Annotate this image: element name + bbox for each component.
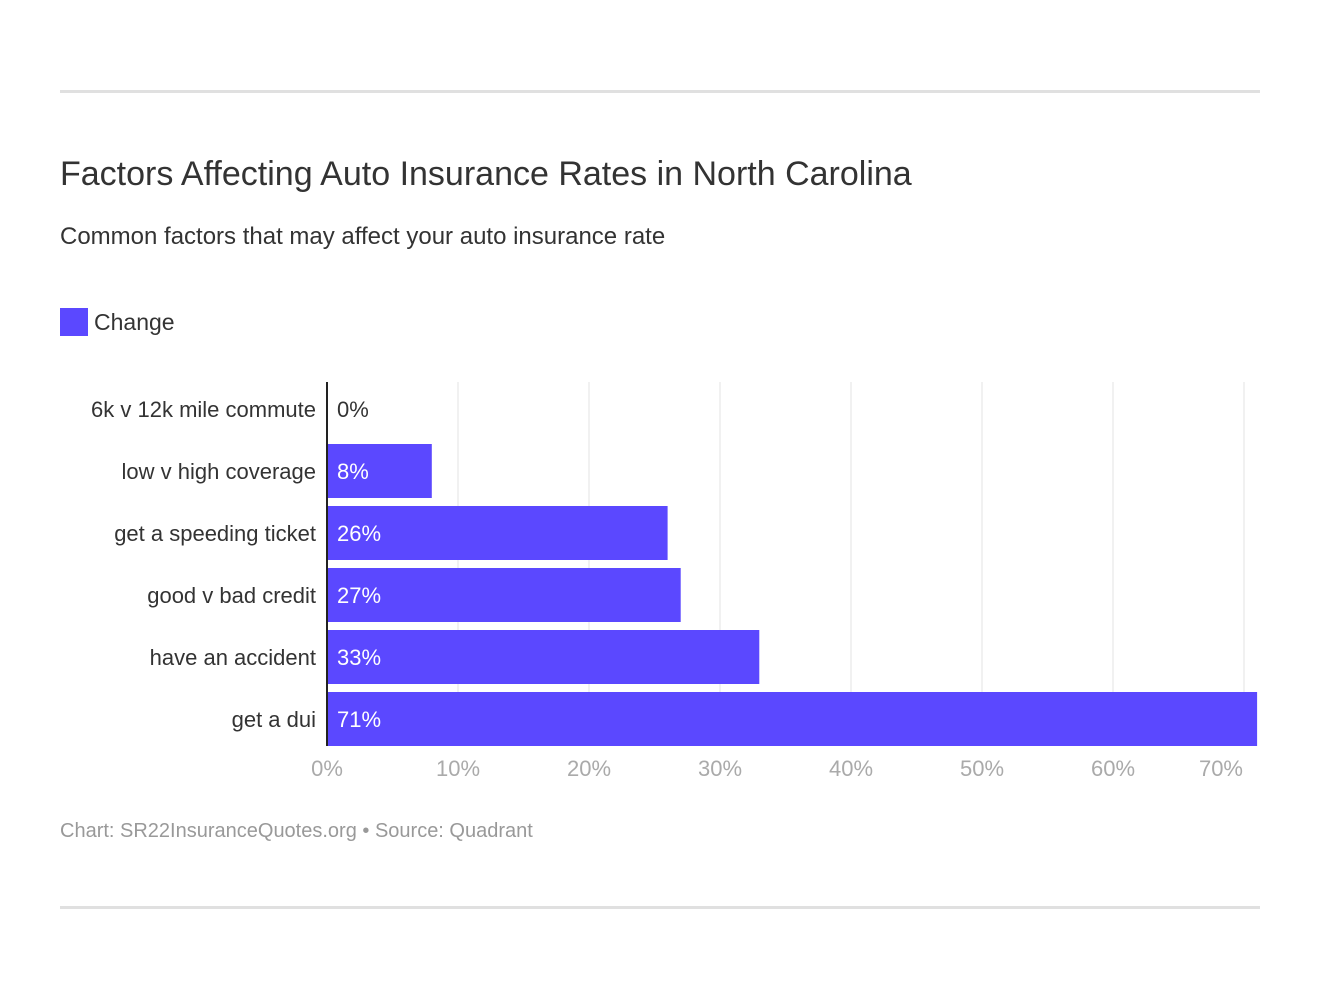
- legend: Change: [60, 308, 175, 336]
- data-label: 33%: [337, 645, 381, 670]
- category-label: have an accident: [150, 645, 316, 670]
- x-tick-label: 60%: [1091, 756, 1135, 781]
- data-label: 71%: [337, 707, 381, 732]
- category-label: get a dui: [232, 707, 316, 732]
- category-label: 6k v 12k mile commute: [91, 397, 316, 422]
- category-label: low v high coverage: [122, 459, 316, 484]
- x-tick-label: 70%: [1199, 756, 1243, 781]
- top-divider: [60, 90, 1260, 93]
- bar: [327, 630, 760, 684]
- x-tick-label: 30%: [698, 756, 742, 781]
- bottom-divider: [60, 906, 1260, 909]
- data-label: 26%: [337, 521, 381, 546]
- data-label: 8%: [337, 459, 369, 484]
- data-label: 27%: [337, 583, 381, 608]
- x-tick-label: 40%: [829, 756, 873, 781]
- x-tick-label: 20%: [567, 756, 611, 781]
- x-tick-label: 10%: [436, 756, 480, 781]
- chart-title: Factors Affecting Auto Insurance Rates i…: [60, 155, 912, 193]
- legend-swatch: [60, 308, 88, 336]
- chart-subtitle: Common factors that may affect your auto…: [60, 223, 666, 250]
- bar: [327, 692, 1258, 746]
- chart-source: Chart: SR22InsuranceQuotes.org • Source:…: [60, 820, 533, 842]
- x-tick-label: 0%: [311, 756, 343, 781]
- data-label: 0%: [337, 397, 369, 422]
- category-label: good v bad credit: [147, 583, 316, 608]
- bar: [327, 444, 432, 498]
- category-label: get a speeding ticket: [114, 521, 316, 546]
- x-tick-label: 50%: [960, 756, 1004, 781]
- legend-label: Change: [94, 308, 175, 335]
- bar: [327, 506, 668, 560]
- bar: [327, 568, 681, 622]
